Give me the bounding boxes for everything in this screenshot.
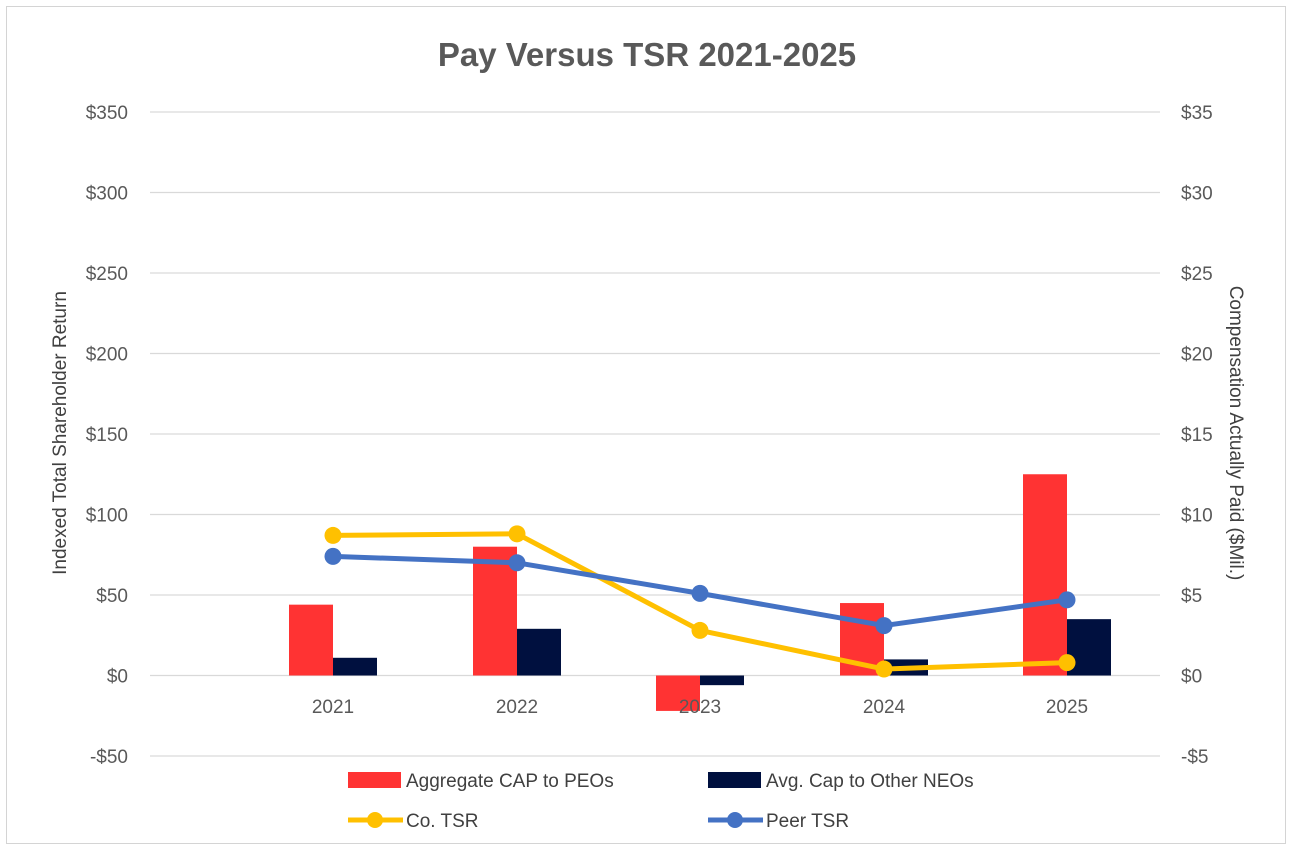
left-tick-label: $350 bbox=[86, 103, 128, 124]
chart-frame bbox=[6, 6, 1286, 844]
right-tick-label: $30 bbox=[1181, 184, 1213, 205]
right-tick-label: $5 bbox=[1181, 586, 1202, 607]
point-peer-tsr bbox=[1058, 591, 1076, 609]
right-tick-label: $20 bbox=[1181, 345, 1213, 366]
right-tick-label: -$5 bbox=[1181, 747, 1208, 768]
point-co-tsr bbox=[1058, 654, 1076, 672]
left-tick-label: $300 bbox=[86, 184, 128, 205]
legend: Aggregate CAP to PEOs Avg. Cap to Other N… bbox=[348, 771, 974, 832]
bar-avg-cap-other-neos bbox=[517, 628, 561, 676]
bar-aggregate-cap-peos bbox=[656, 675, 700, 711]
right-tick-label: $25 bbox=[1181, 264, 1213, 285]
x-axis-ticks: 2021 2022 2023 2024 2025 bbox=[312, 697, 1088, 718]
point-peer-tsr bbox=[875, 617, 893, 635]
point-co-tsr bbox=[691, 621, 709, 639]
chart-title: Pay Versus TSR 2021-2025 bbox=[438, 36, 856, 73]
legend-label-co-tsr: Co. TSR bbox=[406, 811, 479, 832]
left-tick-label: $200 bbox=[86, 345, 128, 366]
right-tick-label: $35 bbox=[1181, 103, 1213, 124]
right-axis-title: Compensation Actually Paid ($Mil.) bbox=[1225, 286, 1246, 581]
legend-marker-co-tsr bbox=[367, 812, 383, 828]
bar-avg-cap-other-neos bbox=[333, 657, 377, 676]
legend-swatch-aggregate-cap-peos bbox=[348, 772, 401, 788]
legend-label-aggregate-cap-peos: Aggregate CAP to PEOs bbox=[406, 771, 614, 792]
legend-label-avg-cap-other-neos: Avg. Cap to Other NEOs bbox=[766, 771, 974, 792]
x-tick-label: 2025 bbox=[1046, 697, 1088, 718]
point-peer-tsr bbox=[508, 554, 526, 572]
point-peer-tsr bbox=[691, 584, 709, 602]
right-tick-label: $0 bbox=[1181, 667, 1202, 688]
bar-avg-cap-other-neos bbox=[700, 675, 744, 686]
x-tick-label: 2021 bbox=[312, 697, 354, 718]
point-peer-tsr bbox=[324, 547, 342, 565]
left-tick-label: $150 bbox=[86, 425, 128, 446]
legend-marker-peer-tsr bbox=[727, 812, 743, 828]
left-tick-label: -$50 bbox=[90, 747, 128, 768]
left-axis-title: Indexed Total Shareholder Return bbox=[50, 291, 71, 575]
x-tick-label: 2023 bbox=[679, 697, 721, 718]
right-axis-ticks: -$5 $0 $5 $10 $15 $20 $25 $30 $35 bbox=[1181, 103, 1213, 768]
left-tick-label: $250 bbox=[86, 264, 128, 285]
left-tick-label: $0 bbox=[107, 667, 128, 688]
left-tick-label: $100 bbox=[86, 506, 128, 527]
x-tick-label: 2022 bbox=[496, 697, 538, 718]
bar-aggregate-cap-peos bbox=[289, 604, 333, 676]
x-tick-label: 2024 bbox=[863, 697, 906, 718]
bars bbox=[289, 474, 1111, 711]
right-tick-label: $10 bbox=[1181, 506, 1213, 527]
legend-label-peer-tsr: Peer TSR bbox=[766, 811, 849, 832]
point-co-tsr bbox=[875, 660, 893, 678]
bar-aggregate-cap-peos bbox=[473, 546, 517, 676]
point-co-tsr bbox=[508, 525, 526, 543]
lines bbox=[324, 525, 1076, 678]
left-axis-ticks: -$50 $0 $50 $100 $150 $200 $250 $300 $350 bbox=[86, 103, 128, 768]
right-tick-label: $15 bbox=[1181, 425, 1213, 446]
legend-swatch-avg-cap-other-neos bbox=[708, 772, 761, 788]
bar-aggregate-cap-peos bbox=[1023, 474, 1067, 676]
point-co-tsr bbox=[324, 526, 342, 544]
left-tick-label: $50 bbox=[96, 586, 128, 607]
